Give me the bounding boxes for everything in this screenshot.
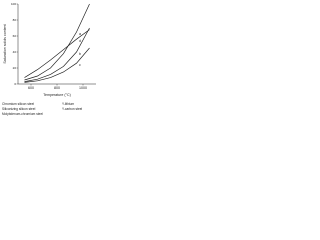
series-label: a (79, 32, 81, 36)
series-line (24, 3, 90, 81)
note: Y-carbon steel (62, 107, 83, 111)
x-axis-label: Temperature (°C) (43, 93, 71, 97)
series-line (24, 29, 90, 78)
y-tick-label: 40 (13, 50, 17, 54)
x-tick-label: 600 (28, 86, 34, 90)
x-tick-label: 1000 (79, 86, 87, 90)
chart: Saturation solids content Temperature (°… (2, 2, 96, 116)
series-label: d (79, 39, 81, 43)
y-tick-label: 80 (13, 18, 17, 22)
series-label: c (79, 63, 81, 67)
y-tick-label: 20 (13, 66, 17, 70)
y-axis-label: Saturation solids content (3, 24, 7, 63)
x-tick-label: 800 (54, 86, 60, 90)
note: Siliconizing silicon steel (2, 107, 36, 111)
series-line (24, 27, 90, 82)
y-tick-label: 60 (13, 34, 17, 38)
page: Saturation solids content Temperature (°… (2, 1, 96, 116)
note: Molybdenum-chromium steel (2, 112, 43, 116)
note: Y-lithium (62, 102, 74, 106)
y-tick-label: 0 (14, 82, 16, 86)
series-label: b (79, 52, 81, 56)
y-tick-label: 100 (11, 2, 16, 6)
note: Chromium silicon steel (2, 102, 34, 106)
series-line (24, 47, 90, 83)
